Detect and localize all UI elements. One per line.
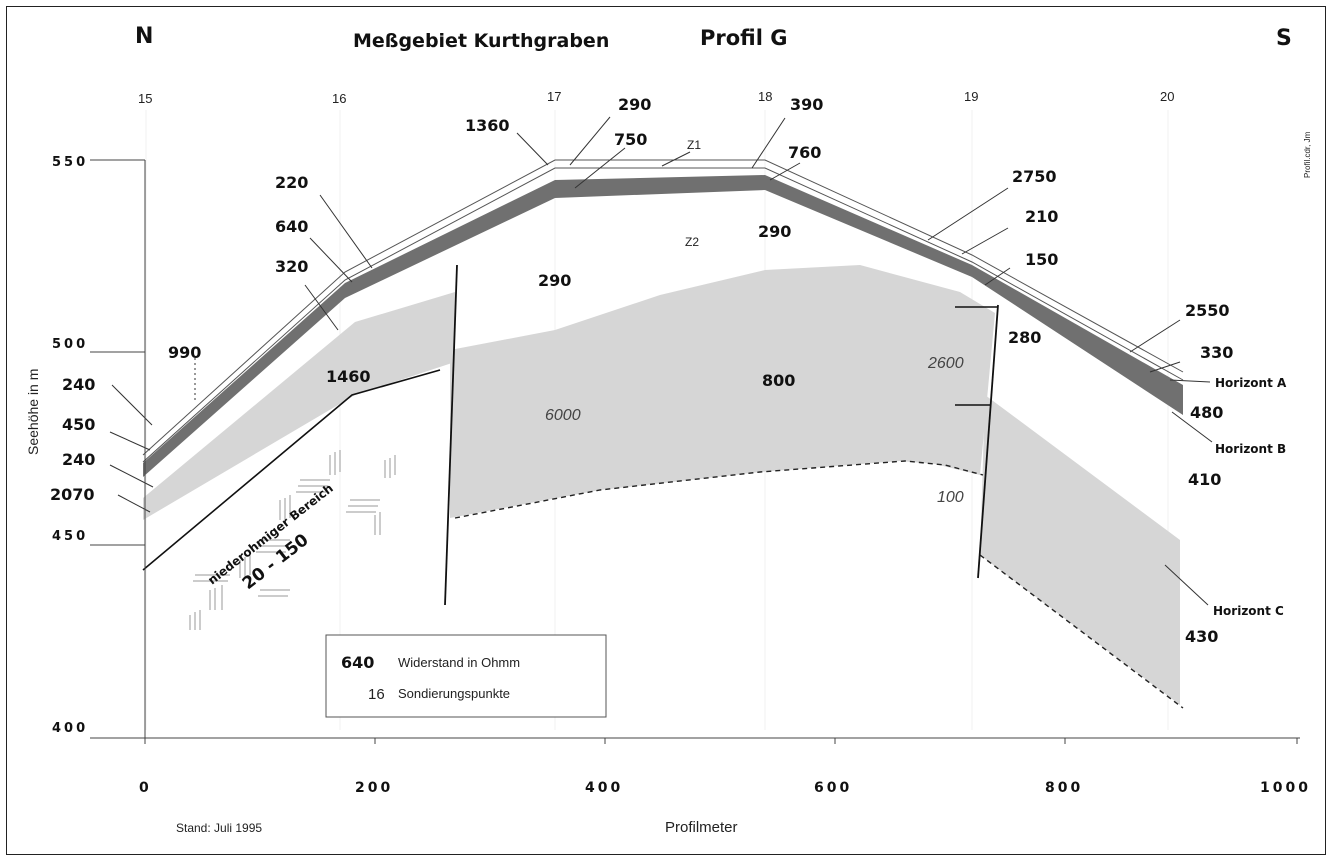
horizon-c-label: Horizont C [1213,604,1284,618]
value-2600: 2600 [927,355,964,372]
value-210: 210 [1025,207,1058,226]
sounding-point-18: 18 [758,89,772,104]
value-390: 390 [790,95,823,114]
x-tick-1000: 1000 [1260,780,1311,796]
y-tick-400: 400 [52,721,88,736]
diagram-frame [6,6,1326,855]
value-1360: 1360 [465,116,510,135]
x-tick-600: 600 [814,780,852,796]
value-750: 750 [614,130,647,149]
y-tick-450: 450 [52,529,88,544]
resistivity-labels: 1360 290 750 390 760 220 640 320 290 290… [50,95,1233,646]
value-220: 220 [275,173,308,192]
value-240-upper: 240 [62,375,95,394]
profile-label: Profil G [700,26,788,50]
value-760: 760 [788,143,821,162]
value-6000: 6000 [545,407,581,424]
value-430: 430 [1185,627,1218,646]
x-tick-400: 400 [585,780,623,796]
horizon-c-base-dashed [454,460,984,519]
y-tick-500: 500 [52,337,88,352]
fault-right [977,304,999,579]
horizon-a-band [143,175,1183,477]
stand-date: Stand: Juli 1995 [176,821,262,835]
value-2550: 2550 [1185,301,1230,320]
sounding-point-17: 17 [547,89,561,104]
value-990: 990 [168,343,201,362]
horizon-a-label: Horizont A [1215,376,1287,390]
value-290-left: 290 [538,271,571,290]
side-note: Profil.cdr, Jm [1303,131,1312,178]
south-label: S [1276,26,1292,51]
horizon-c-right [980,395,1180,705]
value-290-mid: 290 [758,222,791,241]
horizon-c-middle [450,265,995,518]
value-480: 480 [1190,403,1223,422]
value-280: 280 [1008,328,1041,347]
value-150: 150 [1025,250,1058,269]
value-800: 800 [762,371,795,390]
axes [90,159,1300,744]
y-axis-label: Seehöhe in m [25,369,41,455]
x-tick-0: 0 [139,780,152,796]
value-240-lower: 240 [62,450,95,469]
x-tick-200: 200 [355,780,393,796]
sounding-point-20: 20 [1160,89,1174,104]
x-axis-label: Profilmeter [665,819,738,836]
sounding-point-19: 19 [964,89,978,104]
legend-value-text: Widerstand in Ohmm [398,655,520,670]
value-450: 450 [62,415,95,434]
x-tick-800: 800 [1045,780,1083,796]
value-320: 320 [275,257,308,276]
low-resistivity-hatch [189,450,396,630]
zone-z1: Z1 [687,138,701,152]
sounding-guides [145,110,1169,730]
value-2070: 2070 [50,485,95,504]
horizon-c-left [143,292,455,520]
surface-line [142,159,1184,456]
legend-value-sample: 640 [341,653,374,672]
value-330: 330 [1200,343,1233,362]
horizon-b-label: Horizont B [1215,442,1286,456]
sounding-point-15: 15 [138,91,152,106]
fault-left [444,264,458,606]
legend-point-sample: 16 [368,686,385,703]
north-label: N [135,24,153,49]
leader-lines [109,116,1213,606]
legend-point-text: Sondierungspunkte [398,686,510,701]
legend-box [325,634,607,718]
surface-line-2 [142,167,1184,463]
value-410: 410 [1188,470,1221,489]
y-tick-550: 550 [52,155,88,170]
value-100: 100 [937,489,964,506]
value-2750: 2750 [1012,167,1057,186]
sounding-point-16: 16 [332,91,346,106]
value-1460: 1460 [326,367,371,386]
horizon-c-base-left [142,369,441,571]
value-640: 640 [275,217,308,236]
horizon-c-base-dashed-right [979,554,1184,709]
title: Meßgebiet Kurthgraben [353,30,609,52]
zone-z2: Z2 [685,235,699,249]
value-290-top: 290 [618,95,651,114]
